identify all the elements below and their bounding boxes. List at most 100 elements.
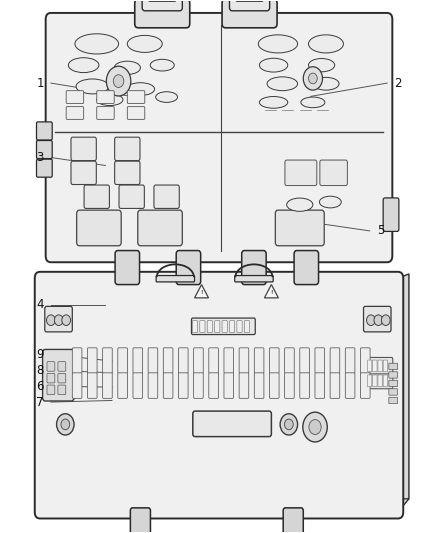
FancyBboxPatch shape	[389, 380, 398, 386]
Text: 4: 4	[36, 298, 44, 311]
FancyBboxPatch shape	[36, 122, 52, 140]
FancyBboxPatch shape	[383, 198, 399, 231]
FancyBboxPatch shape	[364, 306, 391, 332]
FancyBboxPatch shape	[71, 137, 96, 160]
FancyBboxPatch shape	[244, 321, 250, 333]
Circle shape	[61, 419, 70, 430]
FancyBboxPatch shape	[315, 348, 325, 373]
FancyBboxPatch shape	[235, 276, 273, 282]
FancyBboxPatch shape	[47, 362, 55, 371]
Ellipse shape	[114, 61, 141, 75]
FancyBboxPatch shape	[133, 348, 143, 373]
FancyBboxPatch shape	[254, 348, 264, 373]
Text: 9: 9	[36, 348, 44, 361]
Text: 2: 2	[394, 77, 402, 90]
FancyBboxPatch shape	[378, 375, 382, 386]
FancyBboxPatch shape	[163, 373, 173, 398]
FancyBboxPatch shape	[207, 321, 212, 333]
FancyBboxPatch shape	[283, 508, 303, 533]
Circle shape	[374, 315, 383, 326]
FancyBboxPatch shape	[269, 373, 279, 398]
FancyBboxPatch shape	[97, 91, 114, 103]
FancyBboxPatch shape	[148, 373, 158, 398]
FancyBboxPatch shape	[215, 321, 220, 333]
FancyBboxPatch shape	[285, 160, 317, 185]
FancyBboxPatch shape	[142, 0, 182, 11]
FancyBboxPatch shape	[294, 251, 318, 285]
FancyBboxPatch shape	[366, 358, 393, 374]
Ellipse shape	[267, 77, 297, 91]
FancyBboxPatch shape	[383, 360, 388, 372]
Circle shape	[303, 412, 327, 442]
FancyBboxPatch shape	[345, 348, 355, 373]
Text: 1: 1	[36, 77, 44, 90]
Polygon shape	[398, 274, 409, 504]
FancyBboxPatch shape	[230, 321, 235, 333]
Text: !: !	[200, 290, 203, 295]
FancyBboxPatch shape	[237, 321, 242, 333]
FancyBboxPatch shape	[383, 375, 388, 386]
Ellipse shape	[127, 35, 162, 52]
FancyBboxPatch shape	[118, 348, 127, 373]
FancyBboxPatch shape	[178, 348, 188, 373]
FancyBboxPatch shape	[156, 276, 194, 282]
Ellipse shape	[155, 92, 177, 102]
Ellipse shape	[76, 79, 109, 94]
FancyBboxPatch shape	[367, 375, 372, 386]
FancyBboxPatch shape	[300, 373, 309, 398]
FancyBboxPatch shape	[77, 210, 121, 246]
FancyBboxPatch shape	[148, 0, 176, 1]
FancyBboxPatch shape	[84, 185, 110, 208]
FancyBboxPatch shape	[254, 373, 264, 398]
FancyBboxPatch shape	[58, 362, 66, 371]
Circle shape	[57, 414, 74, 435]
FancyBboxPatch shape	[330, 373, 340, 398]
FancyBboxPatch shape	[118, 373, 127, 398]
Circle shape	[367, 315, 375, 326]
FancyBboxPatch shape	[315, 373, 325, 398]
Circle shape	[106, 66, 131, 96]
FancyBboxPatch shape	[46, 13, 392, 262]
FancyBboxPatch shape	[194, 373, 203, 398]
Ellipse shape	[68, 58, 99, 72]
FancyBboxPatch shape	[163, 348, 173, 373]
Text: !: !	[270, 290, 272, 295]
FancyBboxPatch shape	[320, 160, 347, 185]
FancyBboxPatch shape	[194, 348, 203, 373]
FancyBboxPatch shape	[102, 373, 112, 398]
FancyBboxPatch shape	[389, 397, 398, 403]
FancyBboxPatch shape	[45, 306, 72, 332]
Circle shape	[308, 73, 317, 84]
FancyBboxPatch shape	[193, 411, 272, 437]
Ellipse shape	[258, 35, 297, 53]
FancyBboxPatch shape	[154, 185, 179, 208]
Ellipse shape	[313, 77, 339, 90]
FancyBboxPatch shape	[127, 107, 145, 119]
Ellipse shape	[75, 34, 119, 54]
FancyBboxPatch shape	[230, 0, 270, 11]
FancyBboxPatch shape	[47, 385, 55, 394]
FancyBboxPatch shape	[389, 364, 398, 369]
FancyBboxPatch shape	[222, 0, 277, 28]
FancyBboxPatch shape	[115, 161, 140, 184]
Circle shape	[54, 315, 63, 326]
FancyBboxPatch shape	[239, 348, 249, 373]
FancyBboxPatch shape	[191, 318, 255, 335]
FancyBboxPatch shape	[97, 107, 114, 119]
FancyBboxPatch shape	[102, 348, 112, 373]
FancyBboxPatch shape	[42, 350, 74, 401]
FancyBboxPatch shape	[239, 373, 249, 398]
FancyBboxPatch shape	[242, 251, 266, 285]
FancyBboxPatch shape	[373, 375, 377, 386]
FancyBboxPatch shape	[133, 373, 143, 398]
FancyBboxPatch shape	[35, 272, 403, 519]
FancyBboxPatch shape	[269, 348, 279, 373]
Ellipse shape	[301, 97, 325, 108]
FancyBboxPatch shape	[236, 0, 264, 1]
Text: 5: 5	[377, 224, 384, 237]
Circle shape	[309, 419, 321, 434]
Text: 7: 7	[36, 395, 44, 409]
FancyBboxPatch shape	[36, 141, 52, 159]
FancyBboxPatch shape	[345, 373, 355, 398]
FancyBboxPatch shape	[135, 0, 190, 28]
